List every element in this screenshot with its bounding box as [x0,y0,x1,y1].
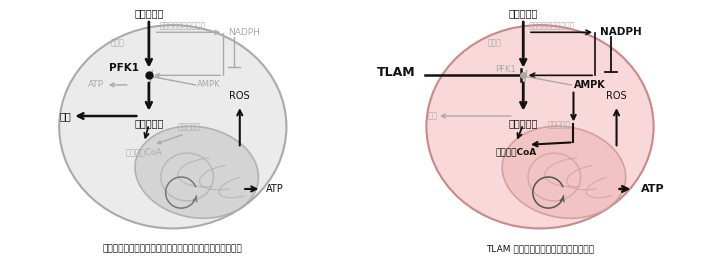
Text: PFK1: PFK1 [495,65,516,74]
Text: ペントースリン酸経路: ペントースリン酸経路 [159,21,205,30]
Text: NADPH: NADPH [228,28,260,37]
Text: グルコース: グルコース [508,8,538,18]
Text: 脂肪酸分解: 脂肪酸分解 [548,120,571,129]
Text: ROS: ROS [606,91,627,101]
Text: 解糖系: 解糖系 [488,38,502,48]
Text: ピルビン酸: ピルビン酸 [508,118,538,128]
Text: ピルビン酸: ピルビン酸 [134,118,163,128]
Text: TLAM を処理した細胞のエネルギー代謝: TLAM を処理した細胞のエネルギー代謝 [486,244,594,253]
Text: ペントースリン酸経路: ペントースリン酸経路 [528,21,575,30]
Ellipse shape [59,25,287,229]
Ellipse shape [426,25,654,229]
Text: アセチルCoA: アセチルCoA [495,147,536,156]
Text: 乳酸: 乳酸 [59,111,71,121]
Text: ATP: ATP [88,80,104,89]
Text: 脂肪酸分解: 脂肪酸分解 [178,122,201,132]
Ellipse shape [502,126,626,218]
Text: ATP: ATP [266,184,284,194]
Text: ROS: ROS [230,91,250,101]
Text: AMPK: AMPK [197,80,220,89]
Ellipse shape [135,126,258,218]
Text: ミトコンドリア呼吸機能が低下した細胞のエネルギー代謝: ミトコンドリア呼吸機能が低下した細胞のエネルギー代謝 [103,244,243,253]
Text: アセチルCoA: アセチルCoA [126,147,163,156]
Text: グルコース: グルコース [134,8,163,18]
Text: PFK1: PFK1 [109,63,139,73]
Text: AMPK: AMPK [574,80,606,90]
Text: ATP: ATP [641,184,664,194]
Text: 乳酸: 乳酸 [428,112,438,121]
Text: NADPH: NADPH [600,27,642,37]
Text: 解糖系: 解糖系 [111,38,125,48]
Text: TLAM: TLAM [377,67,415,80]
